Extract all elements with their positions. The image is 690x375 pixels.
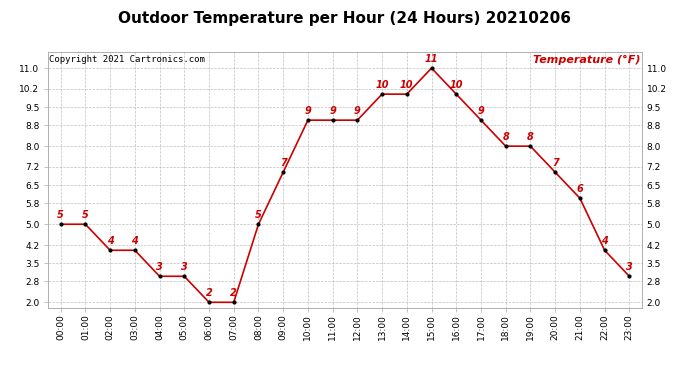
Text: 2: 2 bbox=[230, 288, 237, 298]
Text: 3: 3 bbox=[626, 262, 633, 272]
Text: 10: 10 bbox=[375, 80, 389, 90]
Text: 9: 9 bbox=[304, 106, 311, 116]
Text: 4: 4 bbox=[132, 236, 138, 246]
Text: 8: 8 bbox=[527, 132, 534, 142]
Text: Temperature (°F): Temperature (°F) bbox=[533, 55, 640, 65]
Text: 9: 9 bbox=[477, 106, 484, 116]
Text: 3: 3 bbox=[156, 262, 163, 272]
Text: 4: 4 bbox=[601, 236, 608, 246]
Text: 11: 11 bbox=[425, 54, 438, 64]
Text: 5: 5 bbox=[82, 210, 89, 220]
Text: 4: 4 bbox=[107, 236, 113, 246]
Text: 3: 3 bbox=[181, 262, 188, 272]
Text: 7: 7 bbox=[280, 158, 286, 168]
Text: 2: 2 bbox=[206, 288, 213, 298]
Text: 10: 10 bbox=[400, 80, 413, 90]
Text: 9: 9 bbox=[354, 106, 361, 116]
Text: 5: 5 bbox=[255, 210, 262, 220]
Text: Copyright 2021 Cartronics.com: Copyright 2021 Cartronics.com bbox=[50, 55, 206, 64]
Text: 7: 7 bbox=[552, 158, 558, 168]
Text: 9: 9 bbox=[329, 106, 336, 116]
Text: 5: 5 bbox=[57, 210, 64, 220]
Text: Outdoor Temperature per Hour (24 Hours) 20210206: Outdoor Temperature per Hour (24 Hours) … bbox=[119, 11, 571, 26]
Text: 8: 8 bbox=[502, 132, 509, 142]
Text: 6: 6 bbox=[577, 184, 583, 194]
Text: 10: 10 bbox=[449, 80, 463, 90]
